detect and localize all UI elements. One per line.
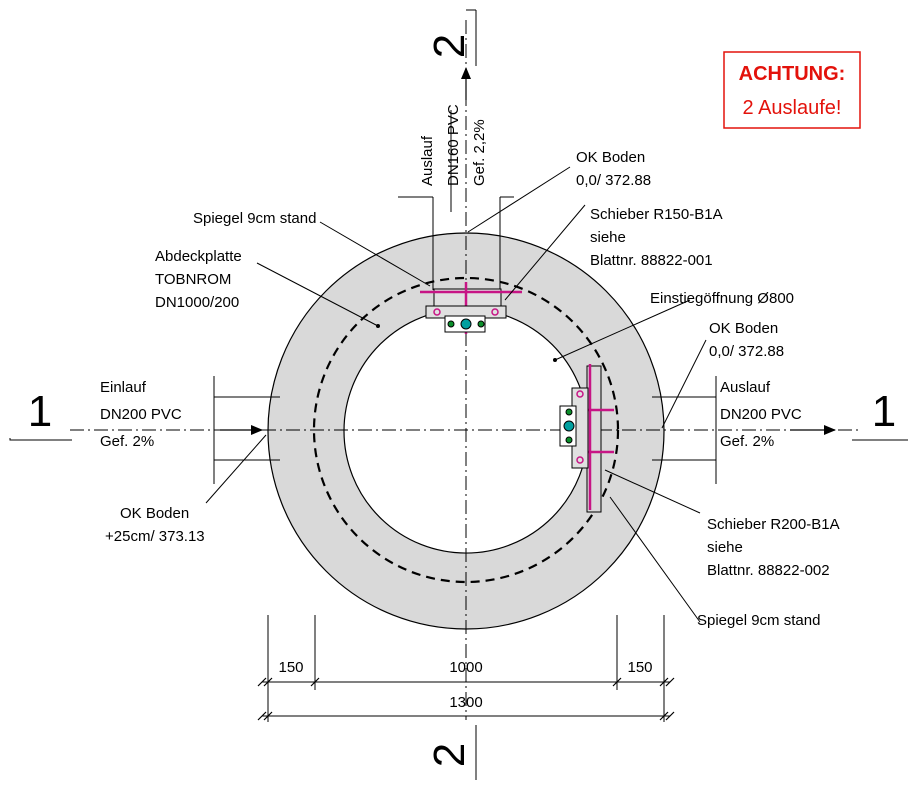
dim-total-label: 1300 <box>449 694 482 711</box>
schieber-right-line2: siehe <box>707 539 743 556</box>
inlet-line2: DN200 PVC <box>100 406 182 423</box>
abdeckplatte-line2: TOBNROM <box>155 271 231 288</box>
dim-left-label: 150 <box>278 659 303 676</box>
outlet-right-line2: DN200 PVC <box>720 406 802 423</box>
dim-right-label: 150 <box>627 659 652 676</box>
outlet-top-line3: Gef. 2,2% <box>471 119 488 186</box>
schieber-top-line3: Blattnr. 88822-001 <box>590 252 713 269</box>
manhole-ring <box>267 232 665 630</box>
outlet-top-line2: DN160 PVC <box>445 104 462 186</box>
section-1-right-label: 1 <box>872 387 896 436</box>
warning-box <box>723 51 861 129</box>
section-2-top-label: 2 <box>425 34 474 58</box>
dim-middle-label: 1000 <box>449 659 482 676</box>
ok-boden-right-line1: OK Boden <box>709 320 778 337</box>
outlet-top-line1: Auslauf <box>419 135 436 186</box>
warning-line2: 2 Auslaufe! <box>743 97 842 119</box>
schieber-top-line1: Schieber R150-B1A <box>590 206 723 223</box>
ok-boden-top-line1: OK Boden <box>576 149 645 166</box>
section-1-left-label: 1 <box>28 387 52 436</box>
ok-boden-left-line1: OK Boden <box>120 505 189 522</box>
section-2-bottom-label: 2 <box>425 743 474 767</box>
einstieg-label: Einstiegöffnung Ø800 <box>650 290 794 307</box>
spiegel-right-label: Spiegel 9cm stand <box>697 612 820 629</box>
warning-line1: ACHTUNG: <box>739 63 846 85</box>
inlet-line3: Gef. 2% <box>100 433 154 450</box>
outlet-right-line1: Auslauf <box>720 379 771 396</box>
outlet-right-line3: Gef. 2% <box>720 433 774 450</box>
dimension-chain <box>257 615 675 722</box>
schieber-top-line2: siehe <box>590 229 626 246</box>
inlet-line1: Einlauf <box>100 379 147 396</box>
valve-r200-assembly <box>559 364 614 513</box>
schieber-right-line3: Blattnr. 88822-002 <box>707 562 830 579</box>
schieber-right-line1: Schieber R200-B1A <box>707 516 840 533</box>
ok-boden-top-line2: 0,0/ 372.88 <box>576 172 651 189</box>
section-1-left-line <box>9 438 72 441</box>
abdeckplatte-line3: DN1000/200 <box>155 294 239 311</box>
valve-r150-assembly <box>420 282 522 334</box>
ok-boden-left-line2: +25cm/ 373.13 <box>105 528 205 545</box>
spiegel-top-label: Spiegel 9cm stand <box>193 210 316 227</box>
abdeckplatte-line1: Abdeckplatte <box>155 248 242 265</box>
ok-boden-right-line2: 0,0/ 372.88 <box>709 343 784 360</box>
